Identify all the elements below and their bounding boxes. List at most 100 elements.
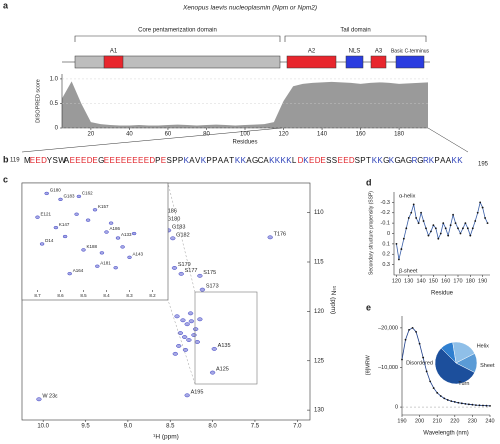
data-point bbox=[479, 201, 482, 204]
x-tick-label: 8.3 bbox=[126, 293, 133, 298]
peak bbox=[131, 231, 137, 236]
pie-label: Helix bbox=[477, 343, 489, 349]
x-tick-label: 190 bbox=[397, 418, 406, 424]
data-point bbox=[462, 227, 464, 230]
zoom-line bbox=[427, 127, 469, 153]
title: Xenopus laevis nucleoplasmin (Npm or Npm… bbox=[182, 5, 317, 12]
data-point bbox=[489, 404, 491, 407]
data-point bbox=[466, 227, 469, 230]
x-axis-label: Residue bbox=[431, 291, 454, 297]
y-axis-label: ¹⁵N (ppm) bbox=[329, 286, 336, 314]
y-tick-label: 115 bbox=[314, 260, 324, 266]
peak bbox=[92, 208, 98, 212]
peak-label: G183 bbox=[64, 194, 76, 199]
peak-label: G180 bbox=[167, 217, 180, 223]
data-point bbox=[412, 203, 415, 206]
x-tick-label: 40 bbox=[126, 132, 133, 138]
peak bbox=[209, 370, 216, 375]
panel-letter: e bbox=[366, 302, 371, 312]
peak-label: A143 bbox=[133, 252, 144, 257]
x-tick-label: 140 bbox=[317, 132, 328, 138]
segment-label: A2 bbox=[308, 49, 316, 55]
x-tick-label: 200 bbox=[415, 418, 424, 424]
x-tick-label: 150 bbox=[429, 278, 438, 284]
peak bbox=[171, 265, 178, 270]
data-point bbox=[484, 217, 486, 219]
x-tick-label: 8.6 bbox=[57, 293, 64, 298]
x-tick-label: 8.0 bbox=[208, 424, 217, 430]
y-tick-label: 1.0 bbox=[50, 76, 59, 82]
data-point bbox=[476, 211, 479, 214]
y-tick-label: -0.3 bbox=[381, 200, 390, 206]
data-point bbox=[449, 224, 452, 227]
x-tick-label: 9.5 bbox=[81, 424, 90, 430]
peak bbox=[99, 251, 105, 255]
core-domain bbox=[74, 55, 281, 69]
peak bbox=[174, 314, 180, 319]
peak-label: D14 bbox=[45, 238, 54, 243]
y-tick-label: 120 bbox=[314, 309, 325, 315]
peak bbox=[187, 311, 194, 316]
x-tick-label: 80 bbox=[203, 132, 210, 138]
y-tick-label: 0.1 bbox=[382, 241, 390, 247]
x-tick-label: 20 bbox=[88, 132, 95, 138]
peak bbox=[184, 393, 190, 398]
annotation: β-sheet bbox=[399, 268, 418, 274]
data-point bbox=[447, 234, 450, 237]
segment-label: A1 bbox=[110, 49, 118, 55]
x-tick-label: 120 bbox=[279, 132, 290, 138]
peak-label: S177 bbox=[185, 268, 198, 274]
peak bbox=[188, 319, 195, 324]
data-point bbox=[425, 370, 428, 373]
peak-label: A195 bbox=[191, 389, 204, 395]
peak bbox=[62, 234, 68, 239]
data-point bbox=[430, 230, 432, 233]
y-tick-label: 130 bbox=[314, 408, 325, 414]
peak bbox=[178, 271, 184, 276]
data-point bbox=[457, 401, 460, 404]
peak-label: K188 bbox=[87, 244, 98, 249]
x-axis-label: Wavelength (nm) bbox=[423, 431, 468, 437]
x-tick-label: 210 bbox=[433, 418, 442, 424]
x-tick-label: 160 bbox=[356, 132, 367, 138]
peak bbox=[176, 344, 182, 348]
y-axis-label: DISOPRED score bbox=[35, 79, 41, 123]
peak-label: W 23ε bbox=[42, 393, 58, 399]
y-tick-label: –20,000 bbox=[378, 325, 398, 331]
x-tick-label: 8.7 bbox=[34, 293, 41, 298]
x-tick-label: 230 bbox=[468, 418, 477, 424]
y-tick-label: 0 bbox=[395, 405, 398, 411]
peak bbox=[36, 397, 42, 402]
data-point bbox=[420, 211, 422, 214]
x-tick-label: 8.4 bbox=[103, 293, 110, 298]
segment bbox=[345, 55, 364, 69]
data-point bbox=[415, 330, 417, 333]
pie-label: Turn bbox=[458, 381, 469, 387]
panel-letter: b bbox=[3, 154, 9, 164]
peak bbox=[182, 347, 189, 352]
peak bbox=[211, 346, 217, 351]
x-tick-label: 7.5 bbox=[251, 424, 260, 430]
peak bbox=[53, 225, 59, 230]
peak bbox=[76, 194, 82, 199]
peak-label: K147 bbox=[59, 222, 70, 227]
data-point bbox=[404, 338, 407, 341]
y-tick-label: 0.3 bbox=[382, 262, 390, 268]
x-tick-label: 9.0 bbox=[124, 424, 133, 430]
peak bbox=[85, 218, 91, 222]
peak bbox=[177, 331, 184, 336]
data-point bbox=[446, 399, 449, 401]
pie-label: Sheet bbox=[480, 363, 495, 369]
peak-label: A125 bbox=[216, 367, 229, 373]
peak bbox=[186, 338, 192, 342]
data-point bbox=[485, 404, 488, 407]
zoom-line bbox=[167, 299, 196, 385]
x-tick-label: 240 bbox=[485, 418, 494, 424]
peak-label: E121 bbox=[41, 211, 52, 216]
peak bbox=[197, 273, 203, 278]
panel-letter: a bbox=[3, 0, 9, 10]
y-tick-label: -0.2 bbox=[381, 210, 390, 216]
data-point bbox=[454, 222, 457, 225]
peak-label: G183 bbox=[172, 224, 185, 230]
domain-label: Core pentamerization domain bbox=[138, 28, 217, 34]
